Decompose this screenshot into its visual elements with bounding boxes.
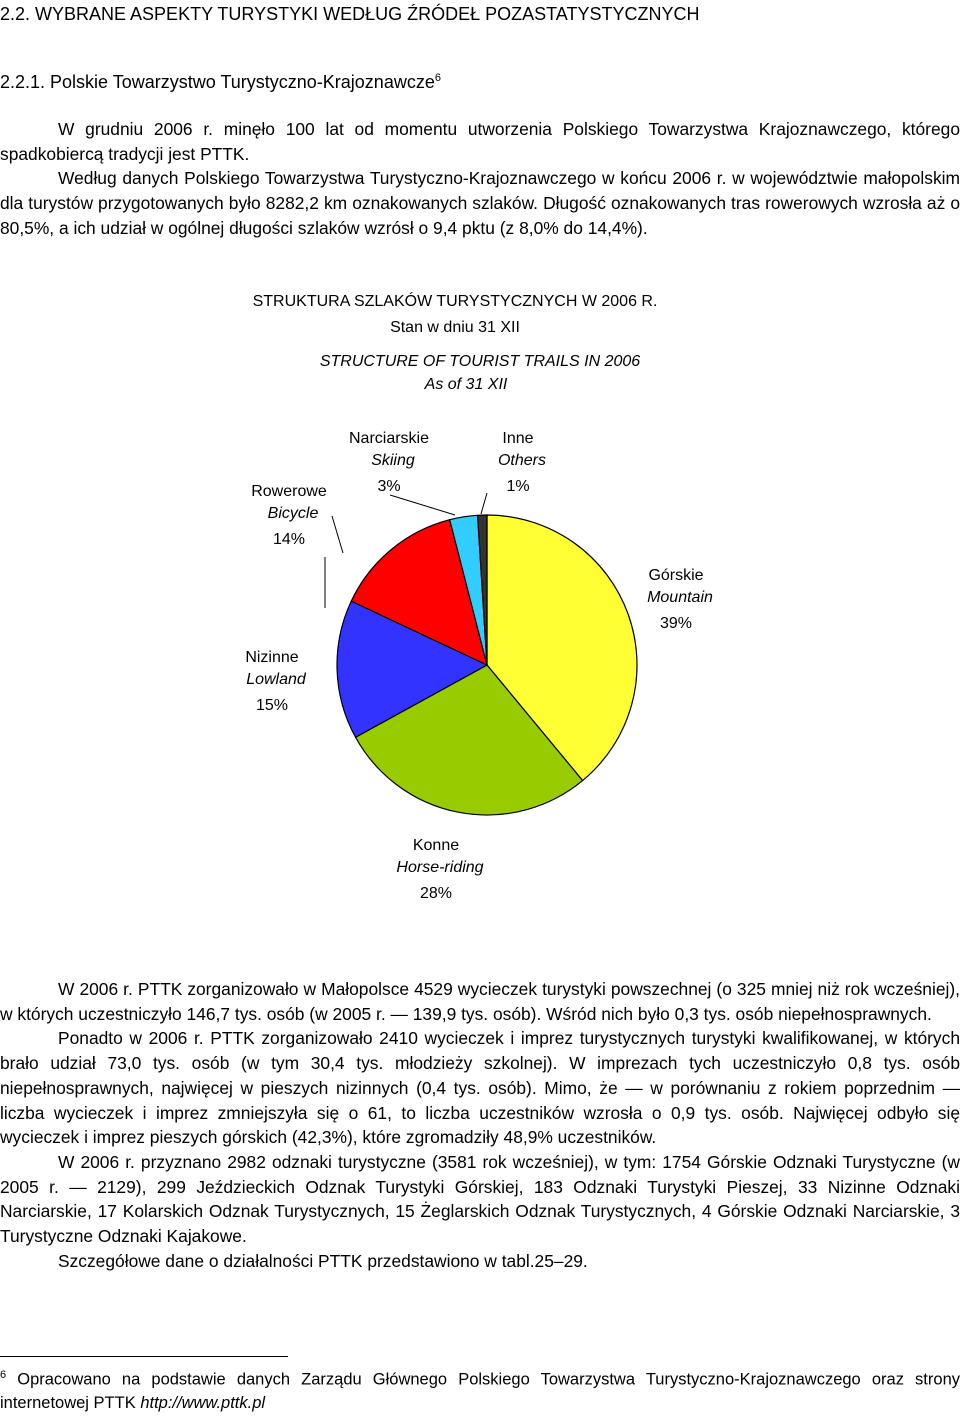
leader-lines xyxy=(324,492,488,608)
slice-label-en: Bicycle xyxy=(268,505,319,522)
chart: STRUKTURA SZLAKÓW TURYSTYCZNYCH W 2006 R… xyxy=(245,291,713,902)
pie-slice xyxy=(350,518,488,667)
paragraph: W grudniu 2006 r. minęło 100 lat od mome… xyxy=(0,119,960,164)
value-label: 14% xyxy=(273,531,305,548)
chart-title-en: STRUCTURE OF TOURIST TRAILS IN 2006 xyxy=(320,353,640,370)
chart-subtitle-en: As of 31 XII xyxy=(424,376,508,393)
pie-slice xyxy=(476,514,488,666)
footnote-rule xyxy=(0,1356,288,1357)
paragraph: Według danych Polskiego Towarzystwa Tury… xyxy=(0,168,960,238)
slice-label: Nizinne xyxy=(245,649,298,666)
pie-slice xyxy=(486,514,638,782)
chart-title: STRUKTURA SZLAKÓW TURYSTYCZNYCH W 2006 R… xyxy=(253,291,658,310)
pie-slice xyxy=(354,664,584,816)
heading: 2.2. WYBRANE ASPEKTY TURYSTYKI WEDŁUG ŹR… xyxy=(0,4,700,24)
slice-label: Rowerowe xyxy=(251,483,327,500)
paragraph: W 2006 r. PTTK zorganizowało w Małopolsc… xyxy=(0,979,960,1024)
footnote: 6 Opracowano na podstawie danych Zarządu… xyxy=(0,1364,960,1415)
footnote-number: 6 xyxy=(0,1369,7,1381)
slice-label: Narciarskie xyxy=(349,430,429,447)
slice-label-en: Skiing xyxy=(371,452,415,469)
value-label: 1% xyxy=(506,478,529,495)
value-label: 3% xyxy=(377,478,400,495)
value-label: 28% xyxy=(420,885,452,902)
pie-slice xyxy=(336,600,489,739)
footnote-ref: 6 xyxy=(434,72,441,84)
subheading: 2.2.1. Polskie Towarzystwo Turystyczno-K… xyxy=(0,72,441,93)
value-label: 15% xyxy=(256,697,288,714)
slice-label-en: Others xyxy=(498,452,546,469)
chart-subtitle: Stan w dniu 31 XII xyxy=(390,319,520,336)
paragraph: Ponadto w 2006 r. PTTK zorganizowało 241… xyxy=(0,1028,960,1148)
intro: W grudniu 2006 r. minęło 100 lat od mome… xyxy=(0,117,960,241)
slice-label-en: Mountain xyxy=(647,589,713,606)
slice-label-en: Lowland xyxy=(246,671,307,688)
slice-label: Górskie xyxy=(648,567,703,584)
paragraph: W 2006 r. przyznano 2982 odznaki turysty… xyxy=(0,1151,960,1247)
body: W 2006 r. PTTK zorganizowało w Małopolsc… xyxy=(0,977,960,1273)
paragraph: Szczegółowe dane o działalności PTTK prz… xyxy=(58,1250,588,1271)
subheading-text: 2.2.1. Polskie Towarzystwo Turystyczno-K… xyxy=(0,72,435,92)
footnote-url: http://www.pttk.pl xyxy=(140,1393,266,1412)
value-label: 39% xyxy=(660,615,692,632)
slice-label-en: Horse-riding xyxy=(396,859,483,876)
footnote-text: Opracowano na podstawie danych Zarządu G… xyxy=(0,1370,960,1412)
slice-label: Konne xyxy=(413,837,459,854)
slice-label: Inne xyxy=(502,430,533,447)
